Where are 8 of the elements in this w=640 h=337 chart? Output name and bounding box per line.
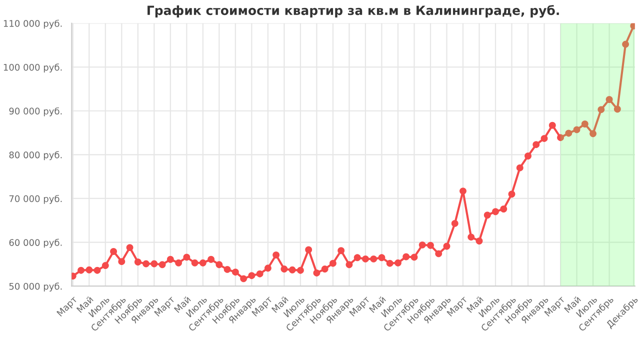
y-tick-label: 60 000 руб.	[9, 238, 62, 248]
y-tick-label: 110 000 руб.	[4, 20, 62, 29]
y-tick-label: 50 000 руб.	[9, 282, 62, 292]
y-tick-label: 80 000 руб.	[9, 151, 62, 160]
chart-title: График стоимости квартир за кв.м в Калининграде, руб.	[148, 5, 559, 18]
y-tick-label: 100 000 руб.	[4, 64, 62, 72]
y-tick-label: 70 000 руб.	[9, 194, 62, 204]
y-tick-label: 90 000 руб.	[9, 107, 62, 116]
